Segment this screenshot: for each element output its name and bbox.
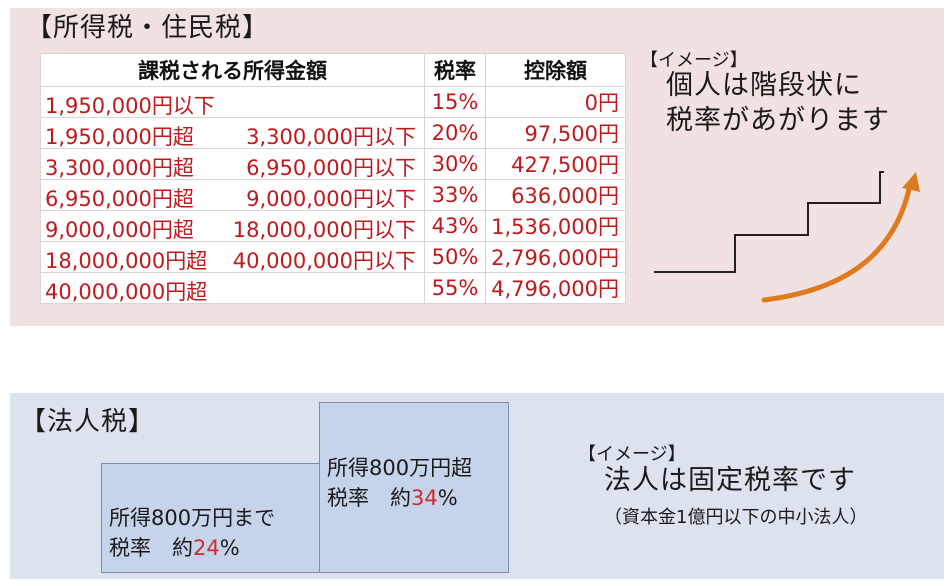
income-from: 1,950,000円以下 <box>45 94 215 118</box>
income-to: 9,000,000円以下 <box>246 187 416 211</box>
income-from: 9,000,000円超 <box>45 218 194 242</box>
corporate-image-text: 法人は固定税率です <box>604 465 856 496</box>
table-row: 1,950,000円以下 15% 0円 <box>40 86 626 118</box>
table-row: 1,950,000円超 3,300,000円以下 20% 97,500円 <box>40 117 626 149</box>
income-range-cell: 40,000,000円超 <box>40 272 425 304</box>
box-low-rate: 24 <box>193 536 220 560</box>
income-image-text-line1: 個人は階段状に <box>666 70 862 101</box>
tax-rate-cell: 20% <box>424 117 486 149</box>
income-range-cell: 3,300,000円超 6,950,000円以下 <box>40 148 425 180</box>
staircase-line <box>654 171 884 273</box>
tax-rate-cell: 50% <box>424 241 486 273</box>
income-tax-table: 課税される所得金額 税率 控除額 1,950,000円以下 15% 0円 1,950,… <box>40 53 626 304</box>
income-range-cell: 9,000,000円超 18,000,000円以下 <box>40 210 425 242</box>
corporate-note: （資本金1億円以下の中小法人） <box>604 507 868 528</box>
table-row: 6,950,000円超 9,000,000円以下 33% 636,000円 <box>40 179 626 211</box>
rate-box-over-8m <box>319 402 509 573</box>
income-from: 1,950,000円超 <box>45 125 194 149</box>
income-tax-title: 【所得税・住民税】 <box>26 13 270 43</box>
rising-arrow-curve <box>761 182 913 303</box>
deduction-cell: 4,796,000円 <box>485 272 626 304</box>
rate-box-up-to-8m <box>101 463 320 573</box>
table-row: 9,000,000円超 18,000,000円以下 43% 1,536,000円 <box>40 210 626 242</box>
income-range-cell: 6,950,000円超 9,000,000円以下 <box>40 179 425 211</box>
income-range-cell: 1,950,000円以下 <box>40 86 425 118</box>
income-from: 6,950,000円超 <box>45 187 194 211</box>
tax-rate-cell: 30% <box>424 148 486 180</box>
income-to: 40,000,000円以下 <box>232 249 416 273</box>
income-image-text-line2: 税率があがります <box>666 105 890 136</box>
deduction-cell: 1,536,000円 <box>485 210 626 242</box>
table-row: 3,300,000円超 6,950,000円以下 30% 427,500円 <box>40 148 626 180</box>
deduction-cell: 427,500円 <box>485 148 626 180</box>
rising-arrow-head <box>902 172 920 192</box>
header-deduction: 控除額 <box>485 53 626 87</box>
header-rate: 税率 <box>424 53 486 87</box>
corporate-image-label: 【イメージ】 <box>578 444 686 465</box>
income-from: 40,000,000円超 <box>45 280 208 304</box>
deduction-cell: 97,500円 <box>485 117 626 149</box>
income-to: 3,300,000円以下 <box>246 125 416 149</box>
tax-rate-cell: 33% <box>424 179 486 211</box>
tax-rate-cell: 43% <box>424 210 486 242</box>
box-high-rate: 34 <box>411 486 438 510</box>
income-from: 3,300,000円超 <box>45 156 194 180</box>
table-header-row: 課税される所得金額 税率 控除額 <box>40 53 626 87</box>
corporate-tax-title: 【法人税】 <box>20 407 156 437</box>
header-taxable-income: 課税される所得金額 <box>40 53 425 87</box>
box-high-line2: 税率 約34% <box>327 486 458 510</box>
deduction-cell: 636,000円 <box>485 179 626 211</box>
deduction-cell: 0円 <box>485 86 626 118</box>
table-row: 40,000,000円超 55% 4,796,000円 <box>40 272 626 304</box>
box-low-line1: 所得800万円まで <box>109 506 276 530</box>
income-to: 18,000,000円以下 <box>232 218 416 242</box>
table-row: 18,000,000円超 40,000,000円以下 50% 2,796,000円 <box>40 241 626 273</box>
income-image-label: 【イメージ】 <box>640 50 748 71</box>
tax-rate-cell: 15% <box>424 86 486 118</box>
staircase-diagram <box>654 171 920 303</box>
income-range-cell: 18,000,000円超 40,000,000円以下 <box>40 241 425 273</box>
box-low-line2: 税率 約24% <box>109 536 240 560</box>
deduction-cell: 2,796,000円 <box>485 241 626 273</box>
income-to: 6,950,000円以下 <box>246 156 416 180</box>
tax-rate-cell: 55% <box>424 272 486 304</box>
income-range-cell: 1,950,000円超 3,300,000円以下 <box>40 117 425 149</box>
income-from: 18,000,000円超 <box>45 249 208 273</box>
box-high-line1: 所得800万円超 <box>327 456 473 480</box>
